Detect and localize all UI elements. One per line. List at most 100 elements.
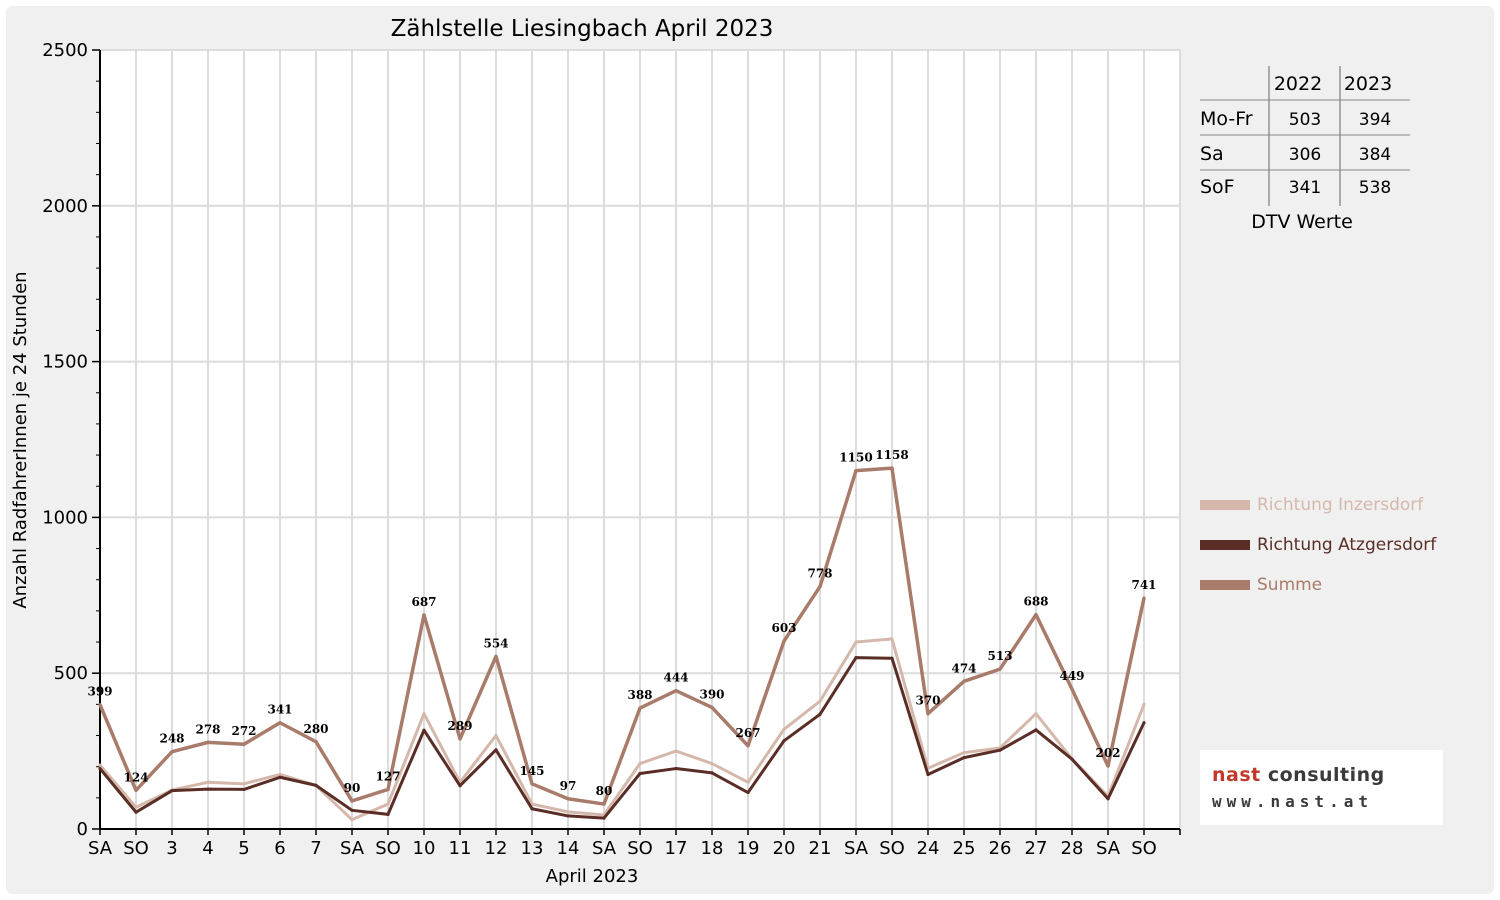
data-point-richtung-atzgersdorf — [134, 810, 138, 814]
x-tick-label: 17 — [665, 838, 688, 859]
data-point-summe — [926, 712, 930, 716]
data-point-richtung-atzgersdorf — [350, 808, 354, 812]
data-point-richtung-inzersdorf — [890, 637, 894, 641]
data-point-richtung-atzgersdorf — [710, 771, 714, 775]
data-point-summe — [746, 744, 750, 748]
data-label: 90 — [344, 781, 361, 795]
x-tick-label: SA — [592, 838, 617, 859]
series-line-richtung-inzersdorf — [98, 637, 1146, 822]
data-point-richtung-inzersdorf — [746, 780, 750, 784]
data-point-summe — [278, 721, 282, 725]
x-tick-label: SA — [1096, 838, 1121, 859]
legend-label-atzgersdorf: Richtung Atzgersdorf — [1257, 535, 1437, 555]
data-point-richtung-atzgersdorf — [998, 748, 1002, 752]
x-tick-label: 7 — [310, 838, 321, 859]
data-label: 341 — [267, 703, 292, 717]
data-point-richtung-atzgersdorf — [206, 787, 210, 791]
legend-swatch-atzgersdorf — [1200, 540, 1250, 550]
data-label: 145 — [519, 764, 544, 778]
x-tick-label: 14 — [557, 838, 580, 859]
data-label: 603 — [771, 621, 796, 635]
data-point-richtung-inzersdorf — [818, 699, 822, 703]
axes — [92, 49, 1181, 835]
dtv-mofr-2023: 394 — [1359, 110, 1391, 130]
data-point-summe — [1142, 596, 1146, 600]
y-tick-label: 1500 — [42, 352, 88, 373]
data-point-richtung-inzersdorf — [710, 761, 714, 766]
data-point-richtung-inzersdorf — [206, 780, 210, 784]
data-point-richtung-inzersdorf — [638, 761, 642, 766]
data-point-richtung-atzgersdorf — [242, 787, 246, 792]
logo-name-part1: nast — [1212, 764, 1268, 786]
data-label: 97 — [560, 779, 577, 793]
data-point-richtung-atzgersdorf — [422, 728, 426, 732]
legend: Richtung Inzersdorf Richtung Atzgersdorf… — [1200, 495, 1437, 595]
data-point-summe — [206, 740, 210, 744]
data-label: 1150 — [839, 451, 872, 465]
x-tick-label: 10 — [413, 838, 436, 859]
data-label: 370 — [915, 694, 940, 708]
data-label: 687 — [411, 595, 436, 609]
x-tick-label: 4 — [202, 838, 213, 859]
data-point-richtung-atzgersdorf — [674, 766, 678, 771]
data-label: 278 — [195, 722, 220, 736]
data-label: 390 — [699, 687, 724, 701]
data-label: 248 — [159, 732, 184, 746]
x-tick-label: SO — [1131, 838, 1157, 859]
dtv-sa-2022: 306 — [1289, 145, 1321, 165]
data-point-summe — [242, 742, 246, 746]
data-point-richtung-atzgersdorf — [170, 789, 174, 793]
logo-name-part2: consulting — [1267, 764, 1385, 786]
data-point-richtung-atzgersdorf — [386, 812, 390, 816]
x-tick-label: 3 — [166, 838, 177, 859]
x-tick-label: SA — [88, 838, 113, 859]
data-point-summe — [998, 667, 1002, 671]
x-tick-label: 21 — [809, 838, 832, 859]
data-point-summe — [134, 788, 138, 792]
dtv-sof-2022: 341 — [1289, 178, 1321, 198]
data-point-richtung-atzgersdorf — [494, 748, 498, 752]
logo-url: www.nast.at — [1212, 792, 1373, 811]
data-point-richtung-inzersdorf — [1034, 712, 1038, 716]
data-point-summe — [494, 654, 498, 658]
chart-title: Zählstelle Liesingbach April 2023 — [391, 16, 774, 42]
data-label: 449 — [1059, 669, 1084, 683]
data-point-richtung-atzgersdorf — [926, 772, 930, 777]
data-point-summe — [962, 679, 966, 683]
legend-label-summe: Summe — [1257, 575, 1322, 595]
data-point-summe — [422, 613, 426, 617]
data-label: 444 — [663, 671, 688, 685]
data-point-richtung-inzersdorf — [782, 727, 786, 731]
x-tick-label: 18 — [701, 838, 724, 859]
data-point-summe — [1034, 613, 1038, 617]
dtv-year-2023: 2023 — [1344, 73, 1392, 95]
y-tick-labels: 0 500 1000 1500 2000 2500 — [42, 40, 88, 840]
data-label: 280 — [303, 722, 328, 736]
dtv-sof-2023: 538 — [1359, 178, 1391, 198]
x-tick-label: 27 — [1025, 838, 1048, 859]
x-tick-label: 6 — [274, 838, 285, 859]
dtv-mofr-2022: 503 — [1289, 110, 1321, 130]
data-point-summe — [1070, 687, 1074, 691]
x-tick-label: SA — [844, 838, 869, 859]
x-tick-label: SO — [375, 838, 401, 859]
data-point-summe — [458, 737, 462, 741]
data-point-richtung-inzersdorf — [566, 810, 570, 814]
series-line-summe — [98, 466, 1146, 806]
x-tick-label: 12 — [485, 838, 508, 859]
data-point-richtung-atzgersdorf — [1142, 721, 1146, 725]
data-point-richtung-inzersdorf — [494, 733, 498, 738]
data-label: 741 — [1131, 578, 1156, 592]
data-point-richtung-atzgersdorf — [98, 766, 102, 771]
data-point-richtung-inzersdorf — [350, 818, 354, 822]
data-point-richtung-inzersdorf — [674, 749, 678, 753]
data-label: 80 — [596, 784, 613, 798]
data-point-richtung-inzersdorf — [386, 802, 390, 806]
data-point-summe — [710, 705, 714, 710]
data-point-summe — [170, 750, 174, 754]
y-tick-label: 0 — [77, 819, 88, 840]
data-label: 272 — [231, 724, 256, 738]
data-point-richtung-atzgersdorf — [746, 790, 750, 795]
data-point-richtung-atzgersdorf — [638, 771, 642, 776]
data-point-richtung-atzgersdorf — [962, 756, 966, 760]
